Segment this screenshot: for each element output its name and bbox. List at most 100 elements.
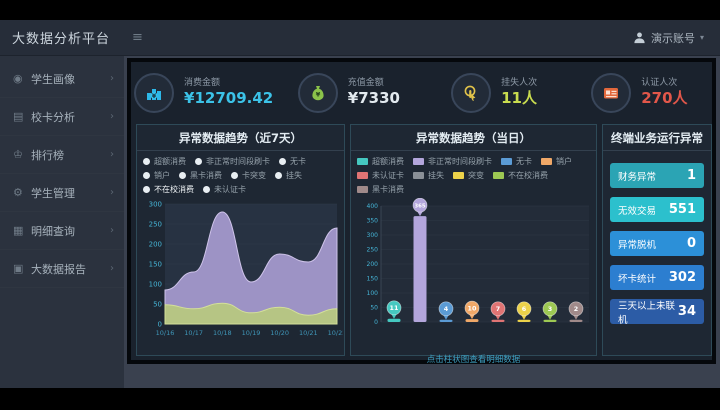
legend-item[interactable]: 非正常时间段刷卡	[413, 156, 492, 167]
kpi-label: 消费金额	[184, 78, 221, 88]
svg-text:4: 4	[444, 305, 449, 313]
day-legend: 超额消费 非正常时间段刷卡 无卡 销户 未认证卡 挂失 突变 不	[351, 151, 596, 196]
svg-text:0: 0	[158, 321, 162, 329]
svg-text:400: 400	[367, 203, 379, 210]
sidebar-item[interactable]: ▣ 大数据报告 ›	[0, 250, 124, 288]
legend-label: 未认证卡	[372, 171, 404, 180]
legend-item[interactable]: 黑卡消费	[357, 184, 404, 195]
legend-swatch-icon	[453, 172, 464, 179]
chevron-right-icon: ›	[110, 225, 114, 236]
legend-dot-icon	[279, 158, 286, 165]
user-icon	[633, 31, 646, 44]
panel-terminal: 终端业务运行异常 财务异常 1 无效交易 551 异常脱机 0 坏卡统计 302…	[602, 124, 712, 356]
kpi-auth: 认证人次 270人	[567, 64, 712, 122]
user-name: 演示账号	[650, 31, 695, 45]
bar-chart-coins-icon: ¥	[134, 73, 175, 113]
sidebar-item[interactable]: ▦ 明细查询 ›	[0, 212, 124, 250]
legend-item[interactable]: 挂失	[413, 170, 444, 181]
terminal-stat-label: 无效交易	[618, 205, 657, 217]
legend-item[interactable]: 突变	[453, 170, 484, 181]
panel-week-trend: 异常数据趋势（近7天） 超额消费 非正常时间段刷卡 无卡 销户 黑卡消费 卡突变	[136, 124, 346, 356]
legend-label: 挂失	[286, 171, 302, 180]
svg-text:150: 150	[367, 276, 379, 283]
sidebar-item-icon: ▤	[13, 110, 24, 123]
terminal-stat-row[interactable]: 财务异常 1	[610, 163, 704, 188]
terminal-stat-label: 坏卡统计	[618, 273, 657, 285]
kpi-value: ¥12709.42	[184, 89, 274, 108]
legend-item[interactable]: 无卡	[501, 156, 532, 167]
svg-text:150: 150	[149, 261, 162, 269]
sidebar-item-label: 学生管理	[31, 186, 75, 200]
kpi-consume: ¥ 消费金额 ¥12709.42	[131, 64, 276, 122]
legend-label: 不在校消费	[154, 185, 194, 194]
legend-item[interactable]: 不在校消费	[493, 170, 548, 181]
terminal-stat-row[interactable]: 三天以上未联机 34	[610, 299, 704, 326]
terminal-stat-row[interactable]: 无效交易 551	[610, 197, 704, 222]
kpi-value: ¥7330	[347, 89, 400, 108]
svg-text:10/22: 10/22	[328, 329, 343, 337]
legend-item[interactable]: 不在校消费	[143, 184, 194, 195]
svg-text:10: 10	[468, 304, 477, 312]
letterbox-bottom	[0, 388, 720, 410]
user-menu[interactable]: 演示账号 ▾	[633, 30, 704, 46]
legend-swatch-icon	[541, 158, 552, 165]
terminal-stat-value: 551	[668, 202, 696, 217]
sidebar-item-label: 明细查询	[31, 224, 75, 238]
svg-text:11: 11	[390, 304, 399, 312]
svg-text:6: 6	[522, 305, 527, 313]
legend-item[interactable]: 黑卡消费	[179, 170, 222, 181]
legend-label: 超额消费	[154, 157, 186, 166]
legend-item[interactable]: 无卡	[279, 156, 306, 167]
legend-item[interactable]: 未认证卡	[357, 170, 404, 181]
legend-dot-icon	[275, 172, 282, 179]
svg-text:10/21: 10/21	[299, 329, 318, 337]
legend-item[interactable]: 销户	[541, 156, 572, 167]
legend-item[interactable]: 卡突变	[231, 170, 266, 181]
kpi-value: 270人	[641, 89, 688, 108]
sidebar-item[interactable]: ⚙ 学生管理 ›	[0, 174, 124, 212]
legend-swatch-icon	[501, 158, 512, 165]
legend-item[interactable]: 未认证卡	[203, 184, 246, 195]
svg-text:300: 300	[149, 201, 162, 209]
sidebar-menu: ◉ 学生画像 › ▤ 校卡分析 › ♔ 排行榜 › ⚙ 学生管理 › ▦ 明细查…	[0, 56, 124, 288]
kpi-label: 充值金额	[347, 78, 384, 88]
kpi-label: 挂失人次	[501, 78, 538, 88]
legend-dot-icon	[195, 158, 202, 165]
sidebar-item[interactable]: ▤ 校卡分析 ›	[0, 98, 124, 136]
chevron-right-icon: ›	[110, 187, 114, 198]
terminal-stat-label: 异常脱机	[618, 239, 657, 251]
legend-label: 销户	[556, 157, 572, 166]
kpi-row: ¥ 消费金额 ¥12709.42 ¥ 充值金额 ¥7330 挂失人次 11人	[131, 64, 712, 122]
legend-swatch-icon	[357, 158, 368, 165]
menu-toggle-icon[interactable]: ≡	[132, 30, 143, 45]
svg-text:100: 100	[367, 290, 379, 297]
svg-text:50: 50	[370, 305, 378, 312]
legend-label: 不在校消费	[508, 171, 548, 180]
legend-item[interactable]: 销户	[143, 170, 170, 181]
legend-dot-icon	[231, 172, 238, 179]
app-title: 大数据分析平台	[12, 32, 111, 47]
legend-item[interactable]: 非正常时间段刷卡	[195, 156, 270, 167]
legend-label: 无卡	[290, 157, 306, 166]
svg-text:10/20: 10/20	[270, 329, 289, 337]
legend-item[interactable]: 超额消费	[357, 156, 404, 167]
bar-chart-day[interactable]: 0 50 100 150 200 250 300 350 400 11 365 4 10 7 6 3 2	[353, 197, 595, 348]
sidebar-item-label: 学生画像	[31, 72, 75, 86]
terminal-stat-value: 34	[677, 304, 696, 319]
svg-text:2: 2	[574, 305, 578, 313]
sidebar-item[interactable]: ◉ 学生画像 ›	[0, 60, 124, 98]
terminal-stat-row[interactable]: 坏卡统计 302	[610, 265, 704, 290]
terminal-stat-value: 0	[686, 236, 696, 251]
svg-text:300: 300	[367, 232, 379, 239]
legend-dot-icon	[179, 172, 186, 179]
dashboard-screen: ¥ 消费金额 ¥12709.42 ¥ 充值金额 ¥7330 挂失人次 11人	[127, 58, 716, 365]
legend-label: 黑卡消费	[190, 171, 222, 180]
letterbox-top	[0, 0, 720, 20]
legend-item[interactable]: 超额消费	[143, 156, 186, 167]
legend-label: 非正常时间段刷卡	[206, 157, 270, 166]
terminal-stat-row[interactable]: 异常脱机 0	[610, 231, 704, 256]
legend-item[interactable]: 挂失	[275, 170, 302, 181]
sidebar-item-icon: ◉	[13, 72, 23, 85]
kpi-value: 11人	[501, 89, 537, 108]
sidebar-item[interactable]: ♔ 排行榜 ›	[0, 136, 124, 174]
